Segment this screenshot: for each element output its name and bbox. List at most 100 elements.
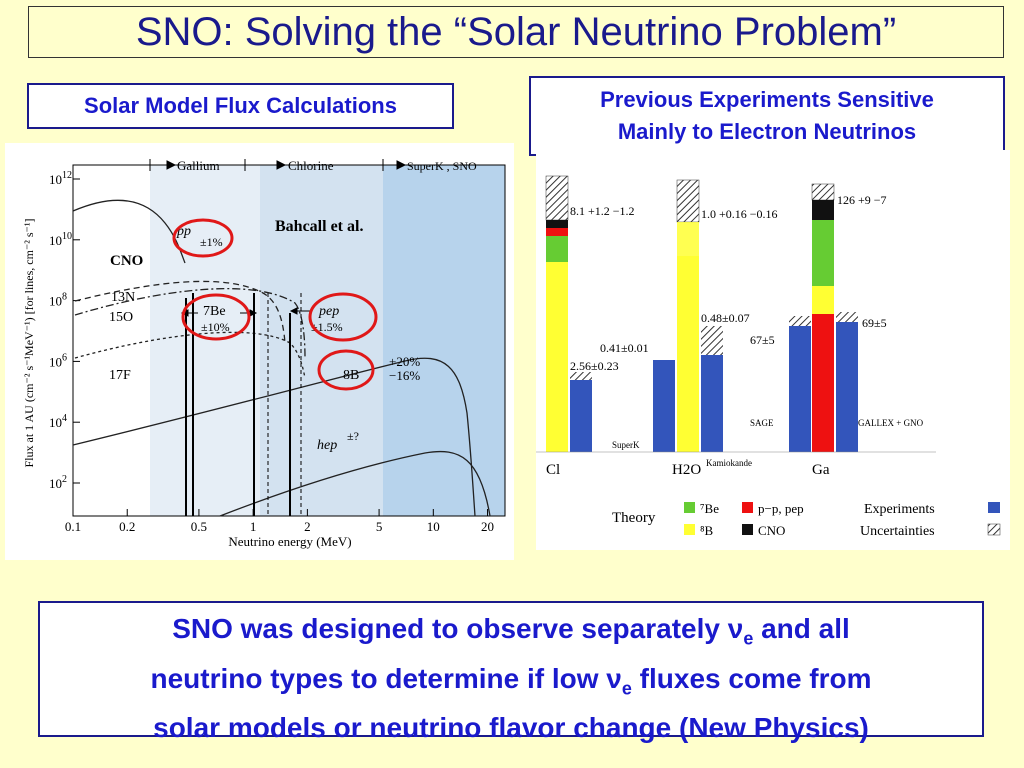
cl-theory-be7: [546, 236, 568, 262]
pep-highlight-circle: [308, 292, 378, 342]
solar-spectrum-chart: Gallium Chlorine SuperK , SNO 0.1 0.2 0.5 1…: [22, 158, 506, 549]
y-tick-label: 104: [49, 413, 67, 430]
x-axis-ticks: 0.1 0.2 0.5 1 2 5 10 20: [65, 509, 494, 534]
x-tick-label: 0.1: [65, 519, 81, 534]
y-tick-label: 106: [49, 352, 67, 369]
h2o-theory-uncertainty: [676, 179, 700, 223]
y-axis-ticks: 1012 1010 108 106 104 102: [49, 170, 80, 491]
ga-theory-uncertainty: [811, 183, 835, 201]
h2o-theory-value: 1.0 +0.16 −0.16: [701, 207, 778, 221]
gallex-value: 69±5: [862, 316, 887, 330]
be7-uncertainty: ±10%: [201, 320, 230, 334]
ga-theory-cno: [812, 200, 834, 220]
solar-spectrum-figure: Gallium Chlorine SuperK , SNO 0.1 0.2 0.5 1…: [5, 143, 514, 560]
sage-experiment-bar: [789, 326, 811, 452]
sage-value: 67±5: [750, 333, 775, 347]
band-label-chlorine: Chlorine: [288, 158, 334, 173]
b8-uncertainty-minus: −16%: [389, 368, 420, 383]
cl-theory-uncertainty: [545, 175, 569, 221]
bahcall-label: Bahcall et al.: [275, 218, 363, 235]
right-caption-line-1: Previous Experiments Sensitive: [600, 87, 934, 112]
superk-experiment-bar: [653, 360, 675, 452]
kamiokande-uncertainty: [701, 326, 723, 355]
n13-curve: [74, 280, 286, 344]
h2o-theory-uncertainty-band: [677, 222, 699, 256]
x-tick-label: 20: [481, 519, 494, 534]
legend-experiments: Experiments: [864, 502, 935, 517]
conclusion-line-3: solar models or neutrino flavor change (…: [153, 712, 869, 744]
sage-uncertainty: [789, 316, 811, 326]
b8-uncertainty-plus: +20%: [389, 354, 420, 369]
legend-pp: p−p, pep: [758, 501, 804, 516]
pep-label: pep: [318, 304, 339, 319]
sage-detector-label: SAGE: [750, 418, 774, 428]
hep-curve: [219, 450, 491, 517]
legend-be7: ⁷Be: [700, 501, 719, 516]
x-tick-label: 0.2: [119, 519, 135, 534]
cl-experiment-uncertainty: [570, 372, 592, 380]
y-tick-label: 102: [49, 474, 67, 491]
x-tick-label: 2: [304, 519, 311, 534]
o15-curve: [74, 288, 306, 359]
page-title: SNO: Solving the “Solar Neutrino Problem…: [28, 6, 1004, 58]
cl-experiment-value: 2.56±0.23: [570, 359, 619, 373]
o15-label: 15O: [109, 310, 133, 325]
kamiokande-experiment-bar: [701, 355, 723, 452]
ga-theory-b8: [812, 286, 834, 314]
f17-label: 17F: [109, 368, 131, 383]
experiments-figure: 8.1 +1.2 −1.2 2.56±0.23 1.0 +0.16 −0.16 …: [536, 150, 1010, 550]
right-caption-line-2: Mainly to Electron Neutrinos: [617, 119, 917, 144]
superk-band: [383, 165, 505, 516]
cno-label: CNO: [110, 253, 143, 269]
conclusion-line-2: neutrino types to determine if low νe fl…: [150, 662, 872, 699]
pep-uncertainty: ±1.5%: [311, 320, 343, 334]
be7-highlight-circle: [181, 293, 251, 341]
f17-curve: [74, 331, 306, 379]
gallium-band: [150, 165, 260, 516]
cl-theory-value: 8.1 +1.2 −1.2: [570, 204, 635, 218]
band-label-gallium: Gallium: [177, 158, 220, 173]
ga-theory-pp: [812, 314, 834, 452]
cl-theory-b8: [546, 262, 568, 452]
category-cl: Cl: [546, 462, 560, 478]
n13-label: 13N: [111, 290, 135, 305]
legend-theory: Theory: [612, 510, 656, 526]
right-caption: Previous Experiments Sensitive Mainly to…: [529, 76, 1005, 156]
y-tick-label: 1010: [49, 231, 72, 248]
superk-value: 0.41±0.01: [600, 341, 649, 355]
y-tick-label: 108: [49, 292, 67, 309]
x-tick-label: 10: [427, 519, 440, 534]
category-ga: Ga: [812, 462, 830, 478]
b8-highlight-circle: [317, 349, 375, 391]
y-axis-label: Flux at 1 AU (cm⁻² s⁻¹MeV⁻¹) [for lines,…: [22, 219, 36, 468]
x-tick-label: 0.5: [191, 519, 207, 534]
legend-b8: ⁸B: [700, 523, 714, 538]
category-h2o: H2O: [672, 462, 701, 478]
gallex-uncertainty: [836, 312, 858, 322]
band-label-superk: SuperK , SNO: [407, 159, 477, 173]
legend-uncertainties: Uncertainties: [860, 524, 935, 539]
ga-theory-be7: [812, 220, 834, 286]
be7-label: 7Be: [203, 304, 226, 319]
kamiokande-value: 0.48±0.07: [701, 311, 750, 325]
legend-cno: CNO: [758, 523, 785, 538]
experiments-chart: 8.1 +1.2 −1.2 2.56±0.23 1.0 +0.16 −0.16 …: [536, 175, 1001, 539]
x-tick-label: 1: [250, 519, 257, 534]
cl-theory-cno: [546, 220, 568, 228]
b8-curve: [72, 357, 476, 517]
chlorine-band: [260, 165, 383, 516]
conclusion-box: SNO was designed to observe separately ν…: [38, 601, 984, 743]
conclusion-line-1: SNO was designed to observe separately ν…: [172, 613, 850, 649]
x-axis-label: Neutrino energy (MeV): [228, 534, 351, 549]
gallex-experiment-bar: [836, 322, 858, 452]
left-caption: Solar Model Flux Calculations: [27, 83, 454, 129]
cl-theory-pp: [546, 228, 568, 236]
ga-theory-value: 126 +9 −7: [837, 193, 887, 207]
hep-label: hep: [317, 438, 337, 453]
cl-experiment-bar: [570, 380, 592, 452]
h2o-theory-b8: [677, 256, 699, 452]
kamiokande-detector-label: Kamiokande: [706, 458, 752, 468]
superk-detector-label: SuperK: [612, 440, 640, 450]
y-tick-label: 1012: [49, 170, 72, 187]
x-tick-label: 5: [376, 519, 383, 534]
